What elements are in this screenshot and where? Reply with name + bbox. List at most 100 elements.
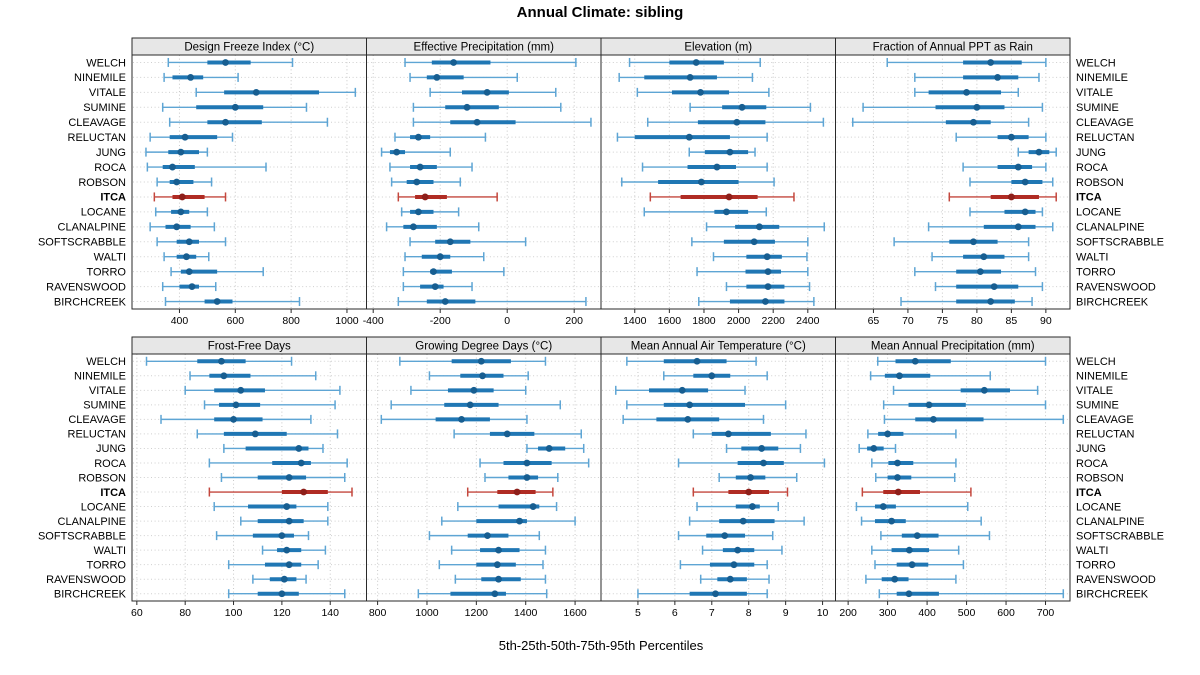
site-label-left-torro: TORRO xyxy=(86,559,126,571)
percentile-row-sumine xyxy=(862,102,1044,112)
percentile-row-itca xyxy=(153,192,227,202)
site-label-right-softscrabble: SOFTSCRABBLE xyxy=(1076,237,1164,249)
percentile-row-vitale xyxy=(410,385,527,395)
site-label-right-roca: ROCA xyxy=(1076,458,1108,470)
site-label-left-sumine: SUMINE xyxy=(83,400,126,412)
median-dot xyxy=(450,59,457,66)
percentile-row-torro xyxy=(696,267,809,277)
percentile-row-walti xyxy=(712,252,808,262)
median-dot xyxy=(178,193,186,201)
percentile-row-ravenswood xyxy=(934,282,1044,292)
percentile-row-welch xyxy=(628,57,761,67)
axis-tick-label: 1400 xyxy=(623,315,647,327)
axis-tick-label: 140 xyxy=(321,607,339,619)
median-dot xyxy=(177,148,185,156)
site-label-left-vitale: VITALE xyxy=(89,385,126,397)
median-dot xyxy=(734,546,742,554)
panel-strip-title: Elevation (m) xyxy=(684,42,752,54)
median-dot xyxy=(745,488,753,496)
median-dot xyxy=(185,238,193,246)
median-dot xyxy=(697,178,705,186)
site-label-right-jung: JUNG xyxy=(1076,443,1106,455)
site-label-right-cleavage: CLEAVAGE xyxy=(1076,117,1134,129)
site-label-right-roca: ROCA xyxy=(1076,162,1108,174)
median-dot xyxy=(458,415,465,423)
median-dot xyxy=(685,133,693,141)
median-dot xyxy=(493,561,501,569)
median-dot xyxy=(739,517,747,525)
percentile-row-cleavage xyxy=(160,414,312,424)
site-label-right-ravenswood: RAVENSWOOD xyxy=(1076,574,1156,586)
site-label-left-robson: ROBSON xyxy=(78,177,126,189)
percentile-row-ninemile xyxy=(869,371,992,381)
percentile-row-birchcreek xyxy=(698,297,815,307)
median-dot xyxy=(173,223,181,231)
percentile-row-jung xyxy=(688,147,756,157)
percentile-row-roca xyxy=(146,162,267,172)
median-dot xyxy=(491,590,499,598)
percentile-row-jung xyxy=(858,443,897,453)
median-dot xyxy=(220,372,228,380)
median-dot xyxy=(1007,193,1015,201)
axis-tick-label: 6 xyxy=(672,607,678,619)
median-dot xyxy=(1014,223,1022,231)
median-dot xyxy=(413,178,421,186)
axis-tick-label: 2400 xyxy=(796,315,820,327)
axis-tick-label: 9 xyxy=(783,607,789,619)
percentile-row-birchcreek xyxy=(637,589,768,599)
site-label-left-ravenswood: RAVENSWOOD xyxy=(46,574,126,586)
median-dot xyxy=(888,517,895,525)
percentile-row-reluctan xyxy=(196,429,339,439)
median-dot xyxy=(749,503,756,510)
median-dot xyxy=(523,459,531,467)
site-label-right-vitale: VITALE xyxy=(1076,385,1113,397)
median-dot xyxy=(222,59,229,66)
median-dot xyxy=(976,268,984,276)
site-label-right-torro: TORRO xyxy=(1076,559,1116,571)
site-label-left-clanalpine: CLANALPINE xyxy=(58,222,126,234)
median-dot xyxy=(963,88,970,96)
median-dot xyxy=(730,561,738,569)
median-dot xyxy=(251,430,259,438)
axis-tick-label: 70 xyxy=(902,315,914,327)
percentile-row-softscrabble xyxy=(677,531,774,541)
panel-strip-title: Growing Degree Days (°C) xyxy=(415,341,552,353)
median-dot xyxy=(723,208,730,216)
panel-growing-degree-days-c: Growing Degree Days (°C) 800 1000 1200 1400 1… xyxy=(366,336,602,619)
percentile-row-sumine xyxy=(689,102,812,112)
site-label-left-birchcreek: BIRCHCREEK xyxy=(54,589,127,601)
percentile-row-ravenswood xyxy=(161,282,217,292)
median-dot xyxy=(297,459,305,467)
median-dot xyxy=(479,372,486,380)
site-label-left-robson: ROBSON xyxy=(78,472,126,484)
site-label-left-reluctan: RELUCTAN xyxy=(68,132,127,144)
axis-tick-label: 400 xyxy=(171,315,189,327)
percentile-row-birchcreek xyxy=(417,589,548,599)
site-label-right-reluctan: RELUCTAN xyxy=(1076,132,1135,144)
median-dot xyxy=(529,503,537,510)
panel-strip xyxy=(835,37,1071,56)
percentile-row-ravenswood xyxy=(402,282,473,292)
percentile-row-robson xyxy=(390,177,462,187)
median-dot xyxy=(218,357,225,365)
axis-tick-label: 10 xyxy=(817,607,829,619)
median-dot xyxy=(1007,133,1015,141)
site-label-left-walti: WALTI xyxy=(94,252,126,264)
axis-tick-label: 500 xyxy=(958,607,976,619)
median-dot xyxy=(187,74,195,81)
median-dot xyxy=(750,238,758,246)
percentile-row-welch xyxy=(399,356,547,366)
percentile-row-vitale xyxy=(195,87,357,97)
median-dot xyxy=(463,103,471,111)
median-dot xyxy=(285,561,293,569)
median-dot xyxy=(970,118,977,126)
site-label-left-cleavage: CLEAVAGE xyxy=(68,414,126,426)
site-label-right-robson: ROBSON xyxy=(1076,472,1124,484)
axis-tick-label: 2200 xyxy=(762,315,786,327)
median-dot xyxy=(905,546,913,554)
percentile-row-torro xyxy=(227,560,319,570)
site-label-left-roca: ROCA xyxy=(94,458,126,470)
median-dot xyxy=(713,163,721,171)
median-dot xyxy=(169,163,176,171)
